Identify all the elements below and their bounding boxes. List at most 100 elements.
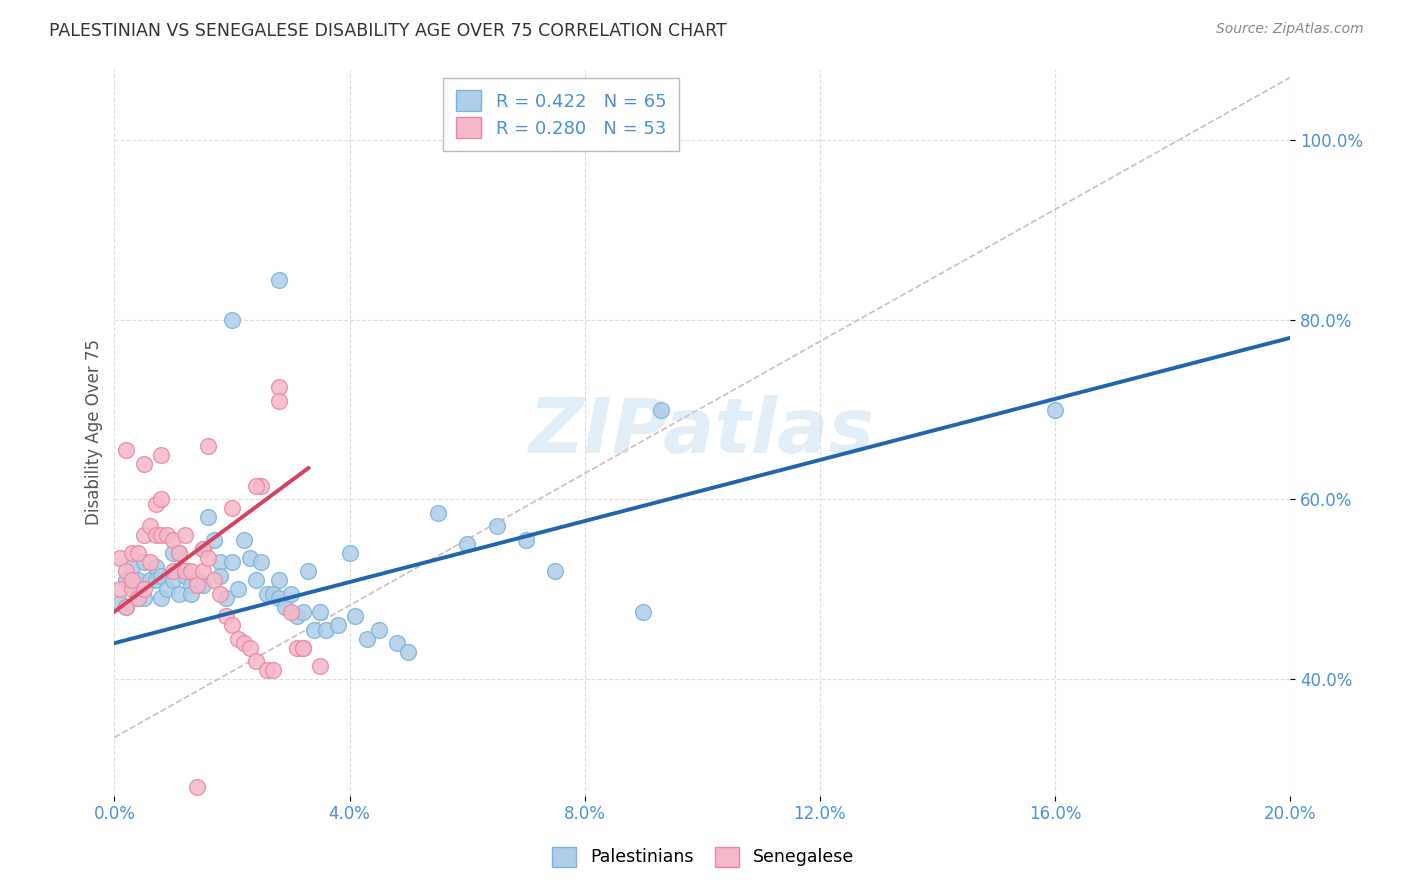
Point	[633, 605, 655, 619]
Point	[291, 605, 314, 619]
Point	[245, 479, 267, 493]
Point	[650, 402, 672, 417]
Point	[267, 393, 290, 408]
Point	[202, 533, 225, 547]
Point	[121, 582, 143, 597]
Point	[221, 555, 243, 569]
Point	[138, 574, 160, 588]
Point	[291, 640, 314, 655]
Point	[156, 582, 179, 597]
Point	[127, 591, 149, 606]
Point	[191, 541, 214, 556]
Point	[315, 623, 337, 637]
Point	[297, 564, 319, 578]
Point	[127, 591, 149, 606]
Point	[1043, 402, 1066, 417]
Point	[239, 640, 262, 655]
Point	[309, 605, 332, 619]
Point	[267, 272, 290, 286]
Point	[209, 569, 232, 583]
Point	[396, 645, 419, 659]
Point	[256, 663, 278, 677]
Point	[150, 448, 173, 462]
Point	[256, 587, 278, 601]
Point	[138, 555, 160, 569]
Point	[162, 574, 184, 588]
Point	[150, 591, 173, 606]
Point	[150, 492, 173, 507]
Point	[132, 582, 155, 597]
Point	[127, 574, 149, 588]
Point	[226, 632, 249, 646]
Point	[174, 569, 197, 583]
Y-axis label: Disability Age Over 75: Disability Age Over 75	[86, 339, 103, 525]
Point	[262, 663, 284, 677]
Point	[344, 609, 367, 624]
Point	[239, 550, 262, 565]
Point	[226, 582, 249, 597]
Point	[150, 528, 173, 542]
Point	[385, 636, 408, 650]
Point	[145, 497, 167, 511]
Point	[167, 587, 190, 601]
Point	[110, 596, 132, 610]
Text: Source: ZipAtlas.com: Source: ZipAtlas.com	[1216, 22, 1364, 37]
Text: ZIPatlas: ZIPatlas	[529, 395, 876, 469]
Point	[186, 578, 208, 592]
Point	[110, 550, 132, 565]
Point	[356, 632, 378, 646]
Point	[232, 533, 254, 547]
Point	[145, 574, 167, 588]
Point	[167, 546, 190, 560]
Legend: R = 0.422   N = 65, R = 0.280   N = 53: R = 0.422 N = 65, R = 0.280 N = 53	[443, 78, 679, 151]
Point	[180, 564, 202, 578]
Point	[515, 533, 537, 547]
Point	[202, 574, 225, 588]
Point	[232, 636, 254, 650]
Point	[145, 559, 167, 574]
Point	[115, 574, 138, 588]
Point	[121, 546, 143, 560]
Point	[115, 564, 138, 578]
Point	[167, 546, 190, 560]
Point	[209, 587, 232, 601]
Point	[267, 574, 290, 588]
Point	[215, 591, 238, 606]
Point	[304, 623, 326, 637]
Point	[285, 640, 308, 655]
Point	[162, 564, 184, 578]
Legend: Palestinians, Senegalese: Palestinians, Senegalese	[540, 835, 866, 879]
Point	[544, 564, 567, 578]
Point	[267, 591, 290, 606]
Point	[221, 501, 243, 516]
Point	[267, 380, 290, 394]
Point	[174, 564, 197, 578]
Point	[132, 591, 155, 606]
Point	[215, 609, 238, 624]
Point	[127, 546, 149, 560]
Point	[156, 528, 179, 542]
Point	[162, 533, 184, 547]
Point	[138, 519, 160, 533]
Point	[191, 578, 214, 592]
Point	[162, 546, 184, 560]
Point	[274, 600, 297, 615]
Point	[191, 541, 214, 556]
Point	[110, 582, 132, 597]
Point	[250, 555, 273, 569]
Point	[209, 555, 232, 569]
Point	[280, 605, 302, 619]
Point	[339, 546, 361, 560]
Point	[262, 587, 284, 601]
Point	[245, 654, 267, 668]
Point	[245, 574, 267, 588]
Point	[456, 537, 478, 551]
Point	[180, 587, 202, 601]
Point	[485, 519, 508, 533]
Point	[115, 443, 138, 458]
Point	[115, 600, 138, 615]
Point	[115, 600, 138, 615]
Point	[132, 457, 155, 471]
Point	[121, 574, 143, 588]
Point	[197, 510, 219, 524]
